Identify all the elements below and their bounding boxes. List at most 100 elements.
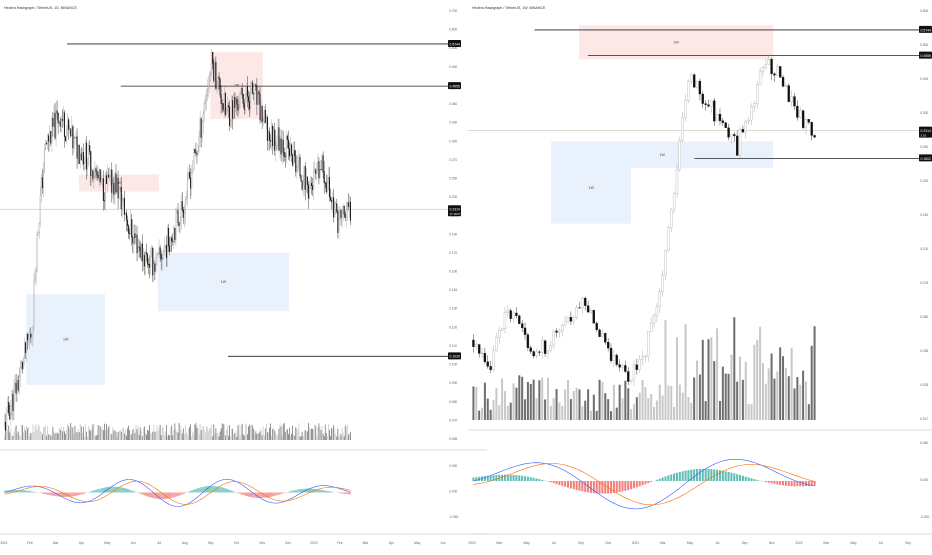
candle-body [147, 254, 148, 264]
candle-body [745, 121, 747, 132]
volume-bar [231, 429, 232, 440]
histogram-bar [147, 493, 148, 497]
volume-bar [687, 397, 689, 420]
candle-body [53, 118, 54, 126]
histogram-bar [518, 475, 520, 481]
volume-bar [67, 424, 68, 440]
volume-bar [101, 429, 102, 440]
candle-body [573, 318, 575, 322]
histogram-bar [619, 481, 621, 492]
histogram-bar [624, 481, 626, 491]
volume-bar [74, 434, 75, 440]
volume-bar [633, 404, 635, 420]
candle-body [259, 92, 260, 94]
volume-bar [233, 434, 234, 440]
histogram-bar [79, 493, 80, 496]
candle-body [682, 117, 684, 140]
volume-bar [155, 432, 156, 440]
volume-bar [95, 436, 96, 440]
candle-body [21, 362, 22, 367]
volume-bar [636, 397, 638, 420]
histogram-bar [42, 493, 43, 494]
histogram-bar [340, 493, 341, 494]
histogram-bar [730, 473, 732, 481]
candle-body [733, 134, 735, 135]
volume-bar [102, 427, 103, 440]
volume-bar [223, 424, 224, 440]
histogram-bar [533, 478, 535, 481]
candle-body [65, 137, 66, 141]
candle-body [325, 183, 326, 184]
volume-bar [326, 433, 327, 440]
volume-bar [254, 434, 255, 440]
candle-body [85, 143, 86, 163]
histogram-bar [181, 493, 182, 495]
volume-bar [151, 433, 152, 440]
volume-bar [5, 432, 6, 440]
volume-bar [667, 385, 669, 420]
candle-body [20, 367, 21, 376]
candle-body [690, 75, 692, 82]
volume-bar [284, 423, 285, 440]
volume-bar [650, 394, 652, 420]
volume-bar [277, 435, 278, 440]
candle-body [183, 210, 184, 218]
candle-body [38, 233, 39, 235]
volume-bar [707, 339, 709, 420]
histogram-bar [85, 493, 86, 494]
volume-bar [771, 354, 773, 420]
indicator-tick-label: -0.020 [920, 515, 930, 519]
candle-body [279, 127, 280, 150]
candle-body [644, 356, 646, 357]
histogram-bar [220, 487, 221, 493]
candle-body [240, 93, 241, 107]
date-tick-label: Mar [496, 541, 503, 545]
histogram-bar [164, 493, 165, 500]
volume-bar [610, 411, 612, 420]
candle-body [788, 86, 790, 102]
candle-body [255, 85, 256, 87]
volume-bar [245, 423, 246, 440]
candle-body [179, 223, 180, 226]
histogram-bar [323, 490, 324, 492]
candle-body [175, 228, 176, 240]
histogram-bar [785, 481, 787, 486]
histogram-bar [805, 481, 807, 486]
volume-bar [244, 436, 245, 440]
histogram-bar [140, 493, 141, 494]
histogram-bar [321, 490, 322, 493]
histogram-bar [76, 493, 77, 496]
volume-bar [77, 432, 78, 440]
volume-bar [104, 424, 105, 440]
volume-bar [653, 407, 655, 420]
histogram-bar [114, 487, 115, 493]
histogram-bar [224, 488, 225, 492]
volume-bar [719, 401, 721, 420]
histogram-bar [152, 493, 153, 498]
candle-body [340, 210, 341, 213]
histogram-bar [143, 493, 144, 495]
candle-body [203, 113, 204, 122]
price-tick-label: 0.450 [449, 65, 457, 69]
histogram-bar [59, 493, 60, 497]
volume-bar [217, 433, 218, 440]
candle-body [234, 97, 235, 108]
candle-body [191, 173, 192, 189]
histogram-bar [814, 481, 816, 486]
histogram-bar [191, 490, 192, 492]
volume-bar [676, 337, 678, 420]
volume-bar [207, 427, 208, 440]
candle-body [135, 234, 136, 238]
volume-bar [259, 433, 260, 440]
histogram-bar [782, 481, 784, 485]
volume-bar [165, 432, 166, 440]
volume-bar [313, 430, 314, 440]
candle-body [190, 178, 191, 188]
volume-bar [112, 427, 113, 440]
candle-body [556, 331, 558, 333]
histogram-bar [268, 493, 269, 498]
histogram-bar [745, 477, 747, 481]
histogram-bar [75, 493, 76, 496]
volume-bar [271, 435, 272, 440]
date-tick-label: Mar [363, 541, 370, 545]
